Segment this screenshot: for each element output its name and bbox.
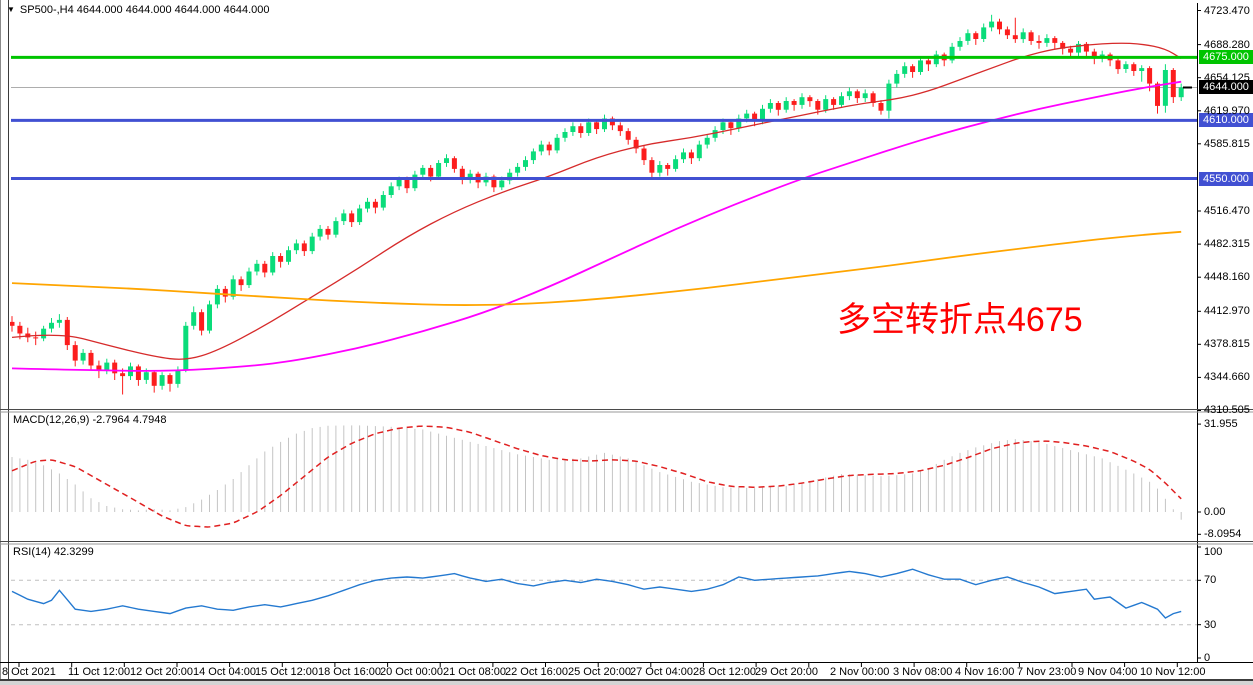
- time-axis-label: 12 Oct 20:00: [130, 666, 193, 678]
- rsi-tick-label: 100: [1204, 546, 1223, 558]
- macd-tick-label: 31.955: [1204, 418, 1238, 430]
- time-axis-label: 10 Nov 12:00: [1140, 666, 1206, 678]
- price-tick-label: 4723.470: [1204, 5, 1250, 17]
- price-tick-label: 4448.160: [1204, 271, 1250, 283]
- macd-indicator-label: MACD(12,26,9) -2.7964 4.7948: [13, 414, 167, 426]
- time-axis-label: 18 Oct 16:00: [318, 666, 381, 678]
- time-axis-label: 14 Oct 04:00: [193, 666, 256, 678]
- price-tick-label: 4310.505: [1204, 404, 1250, 416]
- price-tick-label: 4654.125: [1204, 72, 1250, 84]
- time-axis-label: 15 Oct 12:00: [255, 666, 318, 678]
- price-axis[interactable]: 4723.470 4688.280 4654.125 4619.970 4585.815…: [1198, 0, 1253, 664]
- time-axis-label: 7 Nov 23:00: [1017, 666, 1077, 678]
- time-axis[interactable]: 8 Oct 2021 11 Oct 12:00 12 Oct 20:00 14 Oct…: [0, 663, 1253, 679]
- rsi-tick-label: 0: [1204, 652, 1211, 664]
- time-axis-label: 28 Oct 12:00: [693, 666, 756, 678]
- macd-tick-label: -8.0954: [1204, 528, 1242, 540]
- annotation-text: 多空转折点4675: [837, 301, 1083, 339]
- time-axis-label: 27 Oct 04:00: [630, 666, 693, 678]
- time-axis-label: 11 Oct 12:00: [68, 666, 131, 678]
- macd-tick-label: 0.00: [1204, 506, 1226, 518]
- time-axis-label: 25 Oct 20:00: [568, 666, 631, 678]
- price-level-badge-4610: 4610.000: [1199, 113, 1253, 127]
- rsi-tick-label: 70: [1204, 574, 1217, 586]
- price-tick-label: 4482.315: [1204, 238, 1250, 250]
- price-tick-label: 4344.660: [1204, 371, 1250, 383]
- time-axis-label: 8 Oct 2021: [2, 666, 56, 678]
- time-axis-label: 3 Nov 08:00: [893, 666, 953, 678]
- current-price-badge: 4644.000: [1199, 80, 1253, 94]
- price-tick-label: 4412.970: [1204, 305, 1250, 317]
- symbol-title: ▼ SP500-,H4 4644.000 4644.000 4644.000 46…: [7, 3, 269, 17]
- price-level-badge-4675: 4675.000: [1199, 50, 1253, 64]
- rsi-tick-label: 30: [1204, 619, 1217, 631]
- price-tick-label: 4688.280: [1204, 39, 1250, 51]
- time-axis-label: 4 Nov 16:00: [955, 666, 1015, 678]
- price-tick-label: 4516.470: [1204, 205, 1250, 217]
- dropdown-arrow-icon[interactable]: ▼: [7, 5, 15, 14]
- time-axis-label: 22 Oct 16:00: [505, 666, 568, 678]
- time-axis-label: 29 Oct 20:00: [755, 666, 818, 678]
- time-axis-label: 21 Oct 08:00: [443, 666, 506, 678]
- time-axis-label: 9 Nov 04:00: [1078, 666, 1138, 678]
- price-tick-label: 4619.970: [1204, 105, 1250, 117]
- time-axis-label: 2 Nov 00:00: [830, 666, 890, 678]
- price-level-badge-4550: 4550.000: [1199, 172, 1253, 186]
- price-tick-label: 4585.815: [1204, 138, 1250, 150]
- rsi-indicator-label: RSI(14) 42.3299: [13, 546, 94, 558]
- price-tick-label: 4378.815: [1204, 338, 1250, 350]
- time-axis-label: 20 Oct 00:00: [380, 666, 443, 678]
- symbol-ohlc-text: SP500-,H4 4644.000 4644.000 4644.000 464…: [19, 4, 270, 16]
